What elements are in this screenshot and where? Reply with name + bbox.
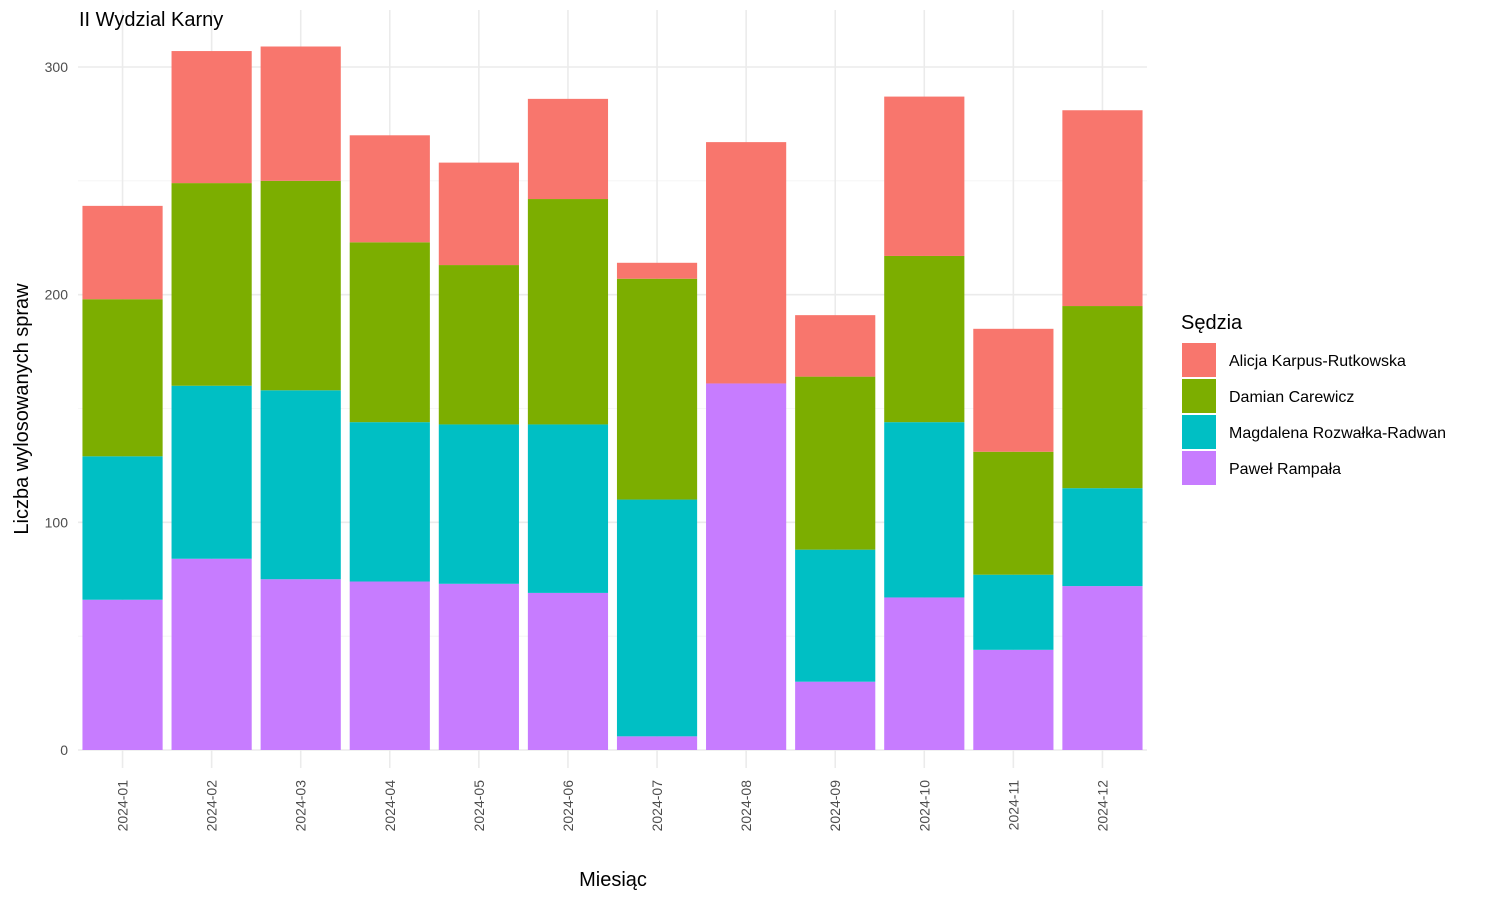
x-tick-label: 2024-10 bbox=[916, 780, 932, 832]
x-tick-label: 2024-04 bbox=[382, 780, 398, 832]
bar-segment bbox=[616, 736, 698, 750]
bar-segment bbox=[349, 135, 430, 243]
bar-segment bbox=[527, 199, 609, 425]
bar-segment bbox=[527, 98, 609, 200]
bar-segment bbox=[1062, 586, 1143, 750]
bar-segment bbox=[795, 315, 876, 377]
bar-segment bbox=[884, 422, 965, 598]
bar-segment bbox=[171, 558, 252, 750]
bar-segment bbox=[349, 242, 430, 423]
bar-segment bbox=[616, 278, 698, 500]
y-tick-label: 100 bbox=[45, 514, 69, 530]
bar-segment bbox=[82, 299, 163, 457]
legend: Sędzia Alicja Karpus-Rutkowska Damian Car… bbox=[1181, 312, 1446, 485]
x-tick-label: 2024-08 bbox=[738, 780, 754, 832]
bar-segment bbox=[260, 180, 341, 391]
bar-segment bbox=[973, 451, 1054, 575]
bar-segment bbox=[171, 51, 252, 184]
x-tick-label: 2024-12 bbox=[1094, 780, 1110, 832]
x-tick-label: 2024-07 bbox=[649, 780, 665, 832]
bar-segment bbox=[438, 424, 519, 584]
bar-segment bbox=[82, 456, 163, 600]
legend-label: Alicja Karpus-Rutkowska bbox=[1229, 353, 1406, 370]
y-axis-ticks: 0 100 200 300 bbox=[45, 59, 69, 758]
legend-swatch bbox=[1182, 415, 1216, 449]
legend-items: Alicja Karpus-Rutkowska Damian Carewicz Ma… bbox=[1182, 343, 1446, 485]
bar-segment bbox=[706, 142, 787, 384]
bar-segment bbox=[260, 390, 341, 580]
bar-segment bbox=[795, 376, 876, 550]
bar-segment bbox=[795, 549, 876, 682]
x-tick-label: 2024-05 bbox=[471, 780, 487, 832]
bar-segment bbox=[1062, 488, 1143, 587]
y-axis-title: Liczba wylosowanych spraw bbox=[11, 283, 33, 535]
legend-label: Damian Carewicz bbox=[1229, 389, 1354, 406]
bars bbox=[82, 46, 1143, 750]
x-tick-label: 2024-01 bbox=[115, 780, 131, 832]
bar-segment bbox=[973, 649, 1054, 750]
bar-segment bbox=[973, 328, 1054, 452]
legend-title: Sędzia bbox=[1181, 312, 1243, 334]
bar-segment bbox=[1062, 306, 1143, 489]
bar-segment bbox=[884, 96, 965, 256]
x-tick-label: 2024-06 bbox=[560, 780, 576, 832]
bar-segment bbox=[616, 499, 698, 737]
bar-segment bbox=[616, 262, 698, 279]
legend-label: Paweł Rampała bbox=[1229, 461, 1341, 478]
bar-segment bbox=[260, 46, 341, 181]
bar-segment bbox=[349, 422, 430, 582]
x-tick-label: 2024-03 bbox=[293, 780, 309, 832]
bar-segment bbox=[171, 385, 252, 559]
legend-swatch bbox=[1182, 343, 1216, 377]
bar-segment bbox=[973, 574, 1054, 650]
legend-label: Magdalena Rozwałka-Radwan bbox=[1229, 425, 1446, 442]
bar-segment bbox=[884, 597, 965, 750]
x-tick-label: 2024-02 bbox=[204, 780, 220, 832]
bar-segment bbox=[82, 599, 163, 750]
y-tick-label: 0 bbox=[60, 742, 68, 758]
x-tick-label: 2024-11 bbox=[1005, 780, 1021, 831]
bar-segment bbox=[795, 681, 876, 750]
bar-segment bbox=[884, 255, 965, 423]
bar-segment bbox=[82, 205, 163, 300]
bar-segment bbox=[260, 579, 341, 750]
chart-title: II Wydzial Karny bbox=[79, 9, 223, 31]
legend-swatch bbox=[1182, 379, 1216, 413]
bar-segment bbox=[438, 162, 519, 266]
bar-segment bbox=[706, 383, 787, 750]
x-axis-ticks: 2024-01 2024-02 2024-03 2024-04 2024-05 2024-… bbox=[115, 780, 1111, 832]
bar-segment bbox=[438, 583, 519, 750]
bar-segment bbox=[527, 424, 609, 593]
y-tick-label: 200 bbox=[45, 287, 69, 303]
bar-segment bbox=[349, 581, 430, 750]
bar-segment bbox=[171, 183, 252, 386]
bar-segment bbox=[527, 592, 609, 750]
bar-segment bbox=[438, 265, 519, 425]
y-tick-label: 300 bbox=[45, 59, 69, 75]
x-axis-title: Miesiąc bbox=[579, 869, 647, 891]
legend-swatch bbox=[1182, 451, 1216, 485]
bar-segment bbox=[1062, 110, 1143, 307]
x-tick-label: 2024-09 bbox=[827, 780, 843, 832]
